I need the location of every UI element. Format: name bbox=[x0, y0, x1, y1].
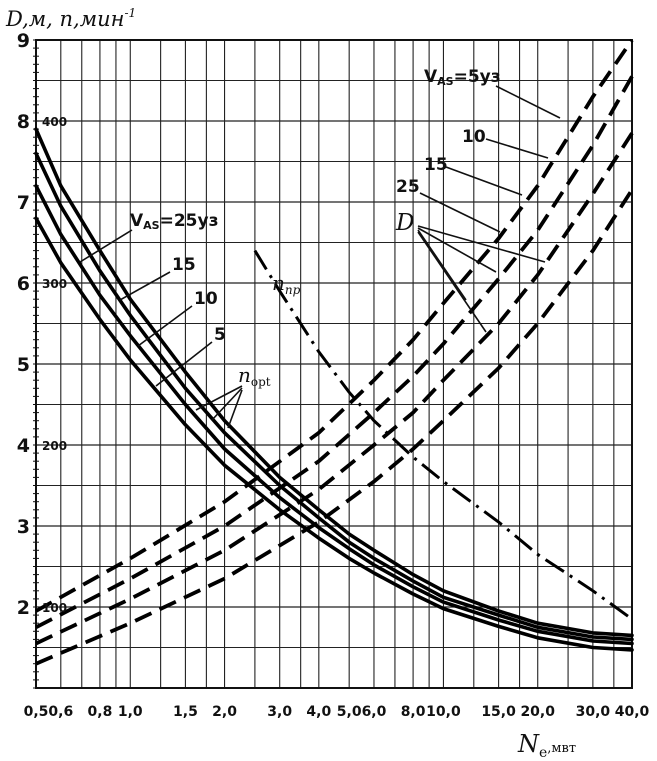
y-tick-label-d: 4 bbox=[17, 435, 30, 457]
grid bbox=[35, 39, 633, 689]
x-tick-label: 1,5 bbox=[173, 704, 198, 720]
x-tick-label: 8,0 bbox=[401, 704, 426, 720]
n-opt-leader-3 bbox=[227, 389, 243, 429]
series-line-d-25 bbox=[35, 188, 634, 666]
x-tick-label: 15,0 bbox=[481, 704, 516, 720]
series-line-n-opt-15 bbox=[34, 151, 634, 642]
x-tick-label: 3,0 bbox=[267, 704, 292, 720]
tick-labels: 0,5 0,6 0,8 1,0 1,5 2,0 3,0 4,0 5,0 6,0 8,0 10,0 15,… bbox=[17, 30, 650, 720]
d-leader-2 bbox=[417, 227, 497, 273]
n-5-leader bbox=[155, 341, 213, 387]
x-tick-label: 1,0 bbox=[118, 704, 143, 720]
vas-25-label: VAS=25уз bbox=[130, 211, 218, 232]
x-tick-label: 4,0 bbox=[306, 704, 331, 720]
x-tick-label: 30,0 bbox=[576, 704, 611, 720]
n-10-leader bbox=[137, 305, 193, 347]
y-axis-title: D,м, n,мин-1 bbox=[5, 6, 136, 31]
y-tick-label-d: 7 bbox=[17, 192, 30, 214]
d-label: D bbox=[395, 210, 414, 236]
vas-5-label: VAS=5уз bbox=[424, 67, 501, 88]
x-axis-title: Ne,мвт bbox=[517, 730, 576, 761]
y-tick-label-d: 9 bbox=[17, 30, 30, 52]
series-line-d-5 bbox=[35, 38, 634, 613]
x-tick-label: 6,0 bbox=[362, 704, 387, 720]
d-leader-4 bbox=[417, 231, 487, 333]
series-line-n-opt-25 bbox=[34, 127, 634, 638]
d-leader-1 bbox=[417, 225, 546, 263]
plot-frame bbox=[33, 39, 633, 689]
n-10-label: 10 bbox=[194, 289, 218, 309]
n-opt-leader-2 bbox=[211, 387, 243, 421]
d-15-label: 15 bbox=[424, 155, 448, 175]
y-tick-label-d: 2 bbox=[17, 597, 30, 619]
y-tick-label-n: 200 bbox=[42, 439, 67, 453]
d-25-label: 25 bbox=[396, 177, 420, 197]
x-tick-label: 2,0 bbox=[212, 704, 237, 720]
y-tick-label-n: 300 bbox=[42, 277, 67, 291]
n-opt-label: nopt bbox=[238, 363, 271, 389]
vas-25-leader bbox=[79, 229, 133, 263]
x-tick-label: 10,0 bbox=[426, 704, 461, 720]
series-line-d-10 bbox=[35, 75, 634, 629]
series-line-n-opt-10 bbox=[34, 184, 634, 646]
y-tick-label-n: 400 bbox=[42, 115, 67, 129]
y-tick-label-n: 100 bbox=[42, 601, 67, 615]
series-line-n-pr bbox=[253, 249, 633, 621]
series-line-d-15 bbox=[35, 132, 634, 646]
y-tick-label-d: 3 bbox=[17, 516, 30, 538]
y-tick-label-d: 6 bbox=[17, 273, 30, 295]
n-opt-leader-1 bbox=[195, 385, 243, 411]
n-pr-label: nпр bbox=[272, 271, 301, 297]
d-10-leader bbox=[485, 138, 549, 159]
x-tick-label: 5,0 bbox=[337, 704, 362, 720]
y-tick-label-d: 5 bbox=[17, 354, 30, 376]
vas-5-leader bbox=[495, 85, 561, 119]
x-tick-label: 0,6 bbox=[48, 704, 73, 720]
d-10-label: 10 bbox=[462, 127, 486, 147]
y-tick-label-d: 8 bbox=[17, 111, 30, 133]
x-tick-label: 40,0 bbox=[615, 704, 650, 720]
n-15-label: 15 bbox=[172, 255, 196, 275]
d-25-leader bbox=[419, 192, 501, 233]
n-5-label: 5 bbox=[214, 325, 226, 345]
d-leader-3 bbox=[417, 229, 467, 301]
d-15-leader bbox=[445, 166, 523, 196]
n-15-leader bbox=[119, 271, 171, 301]
x-tick-label: 20,0 bbox=[520, 704, 555, 720]
series-group bbox=[34, 38, 634, 666]
x-tick-label: 0,8 bbox=[88, 704, 113, 720]
series-line-n-opt-5 bbox=[34, 216, 634, 652]
x-tick-label: 0,5 bbox=[24, 704, 49, 720]
